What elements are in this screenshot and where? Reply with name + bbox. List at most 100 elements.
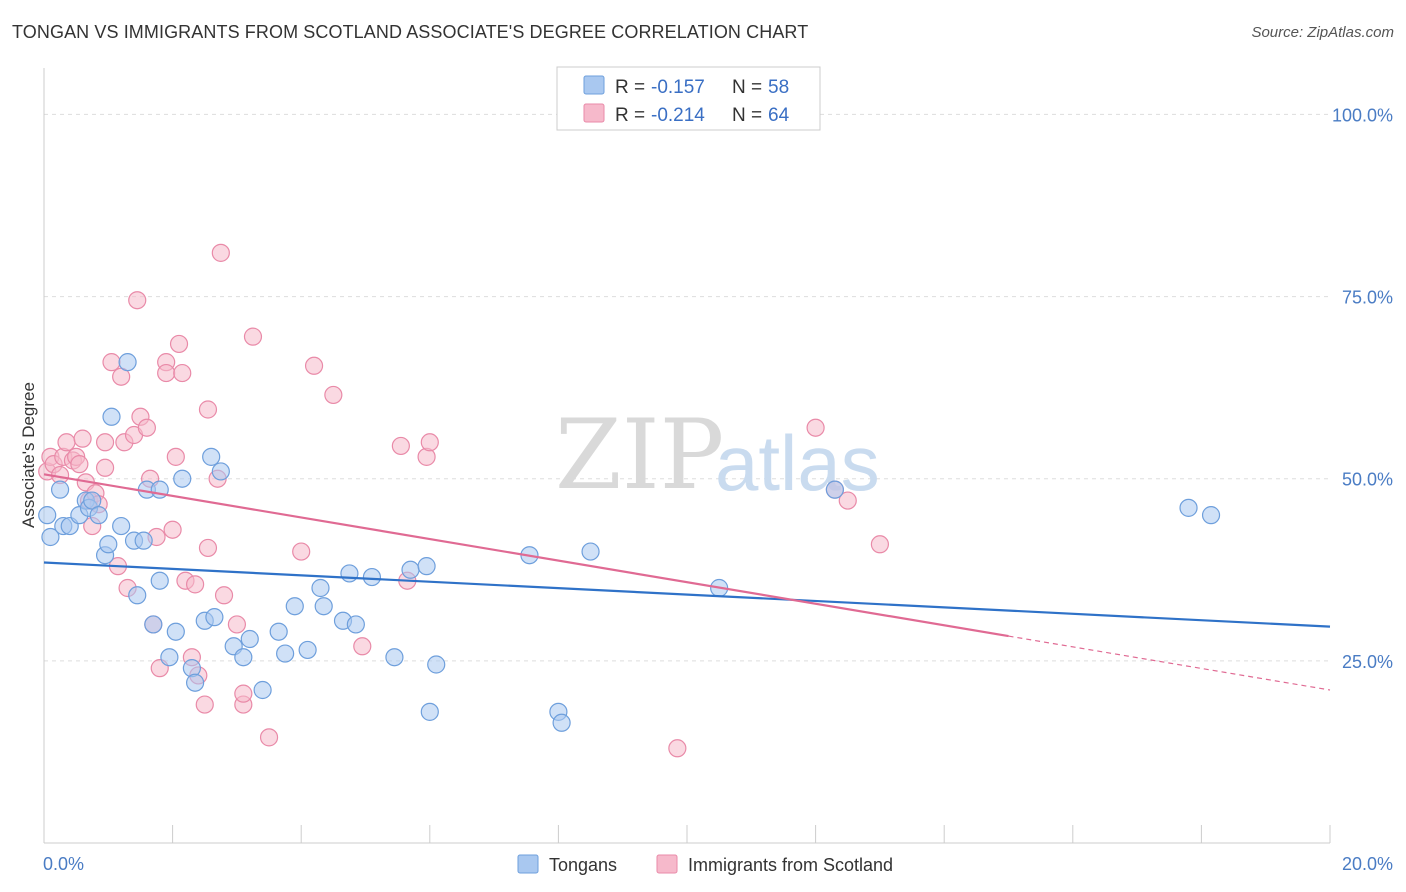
tongans-point (202, 447, 221, 466)
tongans-point (340, 564, 359, 583)
y-tick-label: 100.0% (1332, 105, 1393, 125)
legend-n-label-tongans: N = (732, 77, 762, 98)
tongans-point (285, 597, 304, 616)
chart-title: TONGAN VS IMMIGRANTS FROM SCOTLAND ASSOC… (12, 22, 809, 42)
watermark-zip: ZIP (555, 399, 724, 511)
scotland-point (227, 615, 246, 634)
tongans-point (427, 655, 446, 674)
legend-r-label-tongans: R = (615, 77, 645, 98)
scotland-point (157, 363, 176, 383)
tongans-point (417, 557, 436, 576)
watermark-atlas: atlas (715, 419, 880, 507)
scotland-point (163, 520, 182, 539)
tongans-point (99, 535, 118, 554)
watermark: ZIP atlas (555, 399, 880, 511)
tongans-point (160, 648, 179, 667)
legend-n-label-scotland: N = (732, 105, 762, 126)
tongans-point (825, 480, 844, 499)
scotland-point (353, 637, 372, 656)
bottom-legend-swatch-tongans (517, 854, 539, 874)
scotland-point (838, 491, 857, 510)
tongans-point (298, 640, 317, 660)
tongans-point (173, 469, 192, 488)
tongans-point (269, 622, 288, 641)
tongans-point (401, 560, 420, 579)
scotland-point (198, 538, 218, 558)
scotland-point (806, 418, 825, 437)
scotland-point (195, 695, 214, 714)
gridlines (44, 113, 1330, 662)
legend-n-value-scotland: 64 (768, 105, 790, 126)
x-tick-labels: 0.0% 20.0% (43, 854, 1393, 874)
legend-r-value-tongans: -0.157 (651, 77, 705, 98)
tongans-point (311, 578, 330, 598)
bottom-legend-label-tongans: Tongans (549, 855, 617, 875)
tongans-point (166, 622, 185, 641)
tongans-point (41, 527, 60, 547)
tongans-point (89, 506, 108, 525)
scotland-point (173, 363, 192, 383)
tongans-point (38, 506, 57, 525)
bottom-legend-label-scotland: Immigrants from Scotland (688, 855, 893, 875)
tongans-point (128, 586, 147, 605)
scotland-point (198, 400, 218, 419)
tongans-point (150, 571, 169, 590)
legend-n-value-tongans: 58 (768, 77, 789, 98)
scotland-trend-line (43, 473, 1009, 638)
scotland-point (870, 535, 890, 554)
scotland-point (324, 385, 343, 405)
tongans-point (552, 713, 571, 732)
tongans-point (1179, 498, 1198, 517)
tongans-point (50, 480, 70, 499)
scotland-point (211, 243, 230, 262)
x-tick-label: 0.0% (43, 854, 84, 874)
scotland-point (186, 575, 205, 594)
tongans-trend-line (43, 561, 1331, 628)
tongans-point (186, 673, 205, 692)
legend-swatch-scotland (583, 103, 605, 123)
tongans-point (102, 407, 121, 426)
scotland-point (214, 586, 234, 605)
chart-source: Source: ZipAtlas.com (1251, 24, 1394, 41)
bottom-legend-swatch-scotland (656, 854, 678, 874)
tongans-point (346, 615, 365, 634)
tongans-point (581, 542, 600, 561)
scotland-point (304, 356, 324, 375)
tongans-point (276, 644, 295, 663)
tongans-point (112, 516, 131, 536)
tongans-point (240, 629, 259, 649)
scotland-point (243, 327, 263, 346)
tongans-point (362, 567, 382, 587)
legend-r-value-scotland: -0.214 (651, 105, 705, 126)
scotland-point (668, 739, 687, 758)
scotland-point (102, 353, 121, 372)
y-tick-label: 25.0% (1342, 652, 1393, 672)
scotland-point (95, 433, 115, 452)
y-tick-label: 50.0% (1342, 470, 1393, 490)
scotland-point (57, 433, 76, 452)
scotland-point (128, 291, 147, 310)
scotland-point (70, 455, 89, 474)
tongans-point (314, 597, 333, 616)
tongans-point (253, 680, 272, 700)
scotland-trend-line-extension (1008, 635, 1331, 691)
scotland-point (169, 334, 189, 354)
scotland-point (73, 429, 92, 448)
tongans-point (420, 702, 439, 721)
series-legend: Tongans Immigrants from Scotland (517, 854, 893, 875)
tongans-point (385, 648, 404, 667)
y-tick-labels: 25.0% 50.0% 75.0% 100.0% (1332, 105, 1393, 671)
y-axis-label: Associate's Degree (19, 382, 38, 528)
scotland-point (292, 542, 311, 561)
scotland-point (259, 728, 279, 747)
tongans-point (234, 648, 253, 667)
trend-lines (43, 473, 1331, 691)
scotland-point (137, 418, 156, 437)
legend-swatch-tongans (583, 75, 605, 95)
correlation-legend: R = -0.157 N = 58 R = -0.214 N = 64 (556, 66, 821, 131)
tongans-point (211, 462, 230, 481)
y-tick-label: 75.0% (1342, 288, 1393, 308)
scotland-point (166, 447, 185, 466)
scotland-point (234, 684, 253, 703)
